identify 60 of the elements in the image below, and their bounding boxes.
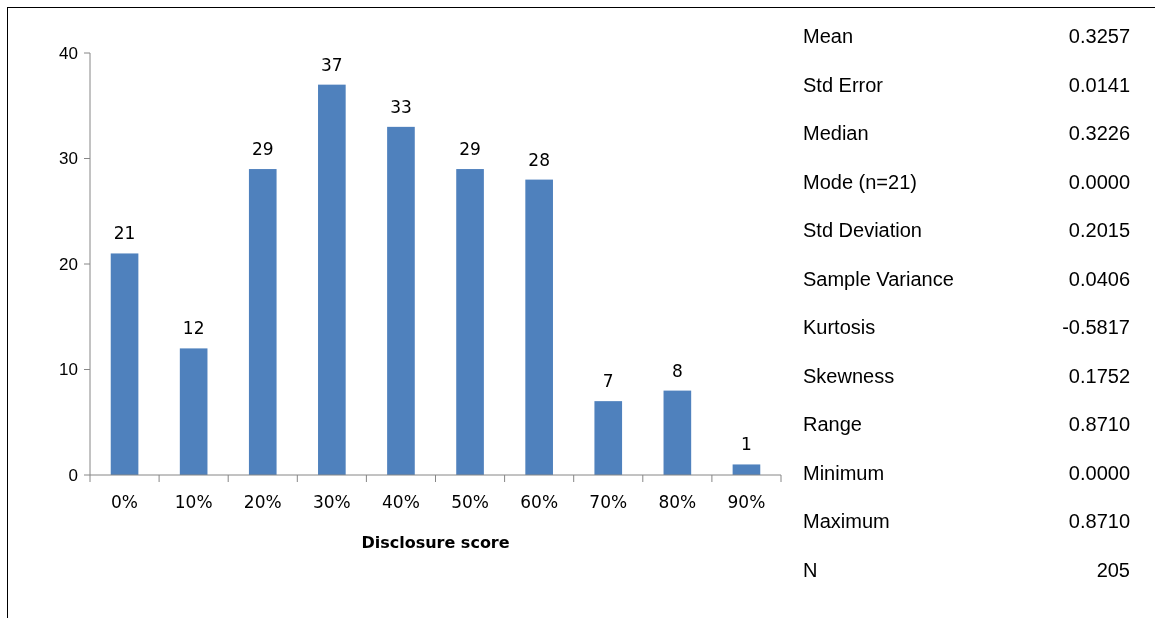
data-label: 28 <box>528 149 550 170</box>
bar <box>732 464 761 475</box>
data-label: 1 <box>741 434 752 455</box>
x-tick-label: 0% <box>111 492 139 512</box>
category-label: Mode (n=21) <box>803 170 917 193</box>
data-label: 8 <box>671 360 683 381</box>
y-tick-label: 30 <box>59 149 78 169</box>
x-tick-label: 90% <box>727 492 766 512</box>
text: 205 <box>1096 558 1130 581</box>
category-label: Kurtosis <box>803 316 876 338</box>
y-tick-label: 40 <box>59 43 78 63</box>
text: 0.0406 <box>1068 267 1130 290</box>
category-label: Range <box>803 413 862 435</box>
category-label: Mean <box>803 25 854 47</box>
text: 0.8710 <box>1068 510 1130 532</box>
category-label: Std Error <box>803 73 884 96</box>
data-label: 33 <box>390 96 412 117</box>
bar <box>456 169 484 475</box>
bar <box>110 253 139 475</box>
text: 0.8710 <box>1068 413 1130 435</box>
x-tick-label: 40% <box>382 492 420 512</box>
text: -0.5817 <box>1062 316 1130 338</box>
y-tick-label: 0 <box>68 465 78 485</box>
category-label: N <box>803 558 818 581</box>
text: 0.1752 <box>1068 364 1130 387</box>
x-tick-label: 10% <box>174 492 213 512</box>
y-tick-label: 20 <box>59 254 78 274</box>
x-tick-label: 60% <box>520 492 559 512</box>
text: 0.3226 <box>1068 122 1130 144</box>
bar <box>594 401 623 475</box>
x-tick-label: 50% <box>451 492 489 512</box>
x-axis-title: Disclosure score <box>361 533 510 552</box>
x-tick-label: 30% <box>312 492 351 512</box>
category-label: Minimum <box>803 461 885 484</box>
x-tick-label: 80% <box>658 492 697 512</box>
text: 0.0141 <box>1068 73 1130 96</box>
bar <box>318 84 346 475</box>
text: 0.2015 <box>1068 219 1130 241</box>
x-tick-label: 20% <box>243 492 282 512</box>
data-label: 21 <box>113 223 136 244</box>
bar <box>663 390 692 475</box>
data-label: 7 <box>602 371 614 392</box>
category-label: Sample Variance <box>803 267 954 290</box>
category-label: Skewness <box>803 364 895 387</box>
category-label: Std Deviation <box>803 219 922 241</box>
category-label: Maximum <box>803 510 890 532</box>
category-label: Median <box>803 122 869 144</box>
data-label: 37 <box>321 54 343 75</box>
text: 0.0000 <box>1068 170 1130 193</box>
data-label: 12 <box>182 318 205 339</box>
bar <box>248 169 277 475</box>
text: 0.0000 <box>1068 461 1130 484</box>
bar <box>525 179 553 475</box>
bar <box>179 348 208 475</box>
data-label: 29 <box>459 139 481 160</box>
x-tick-label: 70% <box>589 492 628 512</box>
text: 0.3257 <box>1068 25 1130 47</box>
bar <box>387 126 415 475</box>
data-label: 29 <box>251 139 274 160</box>
y-tick-label: 10 <box>59 360 78 380</box>
